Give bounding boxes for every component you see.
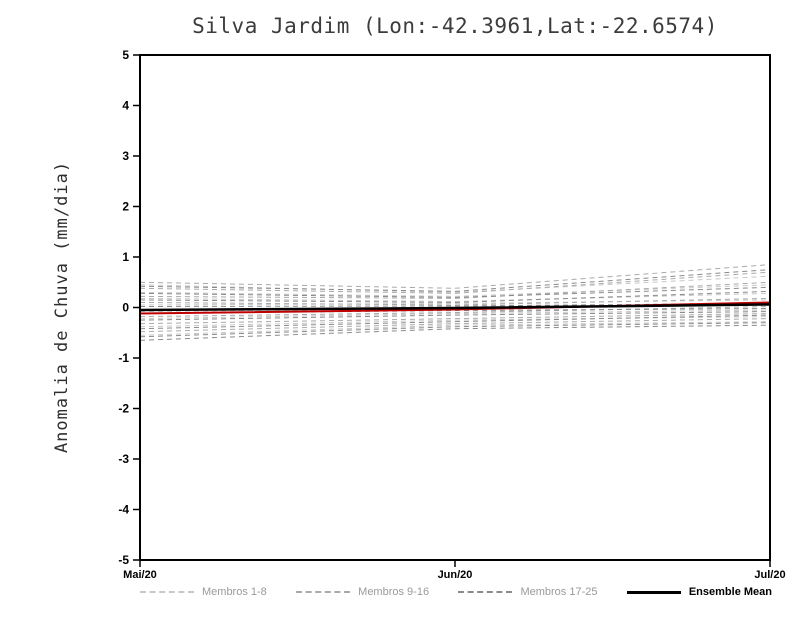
y-tick-label: 0: [122, 301, 129, 315]
legend-line-sample: [140, 591, 194, 593]
member-line: [139, 311, 771, 321]
member-line: [139, 313, 771, 325]
y-tick-label: 4: [122, 99, 129, 113]
member-line: [139, 275, 771, 293]
ensemble-mean-line: [139, 303, 771, 312]
chart-title: Silva Jardim (Lon:-42.3961,Lat:-22.6574): [192, 14, 718, 38]
legend-item-ensemble-mean: Ensemble Mean: [626, 586, 772, 598]
plot-frame: [139, 54, 771, 561]
y-tick-label: -2: [118, 402, 129, 416]
y-tick-label: 3: [122, 149, 129, 163]
member-line: [139, 321, 771, 336]
member-line: [139, 299, 771, 306]
member-line: [139, 309, 771, 320]
legend: Membros 1-8 Membros 9-16 Membros 17-25 Ense…: [140, 586, 772, 598]
x-tick-label: Jul/20: [754, 569, 785, 581]
member-line: [139, 324, 771, 341]
member-line: [139, 292, 771, 302]
member-line: [139, 281, 771, 299]
y-tick-label: 1: [122, 250, 129, 264]
y-tick-label: -4: [118, 503, 129, 517]
y-tick-label: 5: [122, 48, 129, 62]
member-line: [139, 305, 771, 318]
legend-item-membros-9-16: Membros 9-16: [296, 586, 429, 598]
member-line: [139, 284, 771, 297]
x-tick-label: Mai/20: [123, 569, 157, 581]
member-line: [139, 297, 771, 306]
legend-label: Membros 17-25: [520, 586, 598, 598]
y-tick-label: -5: [118, 553, 129, 567]
y-tick-label: 2: [122, 200, 129, 214]
legend-label: Membros 1-8: [202, 586, 267, 598]
y-tick-label: -1: [118, 351, 129, 365]
member-line: [139, 269, 771, 292]
legend-line-sample: [626, 590, 681, 594]
x-tick-label: Jun/20: [438, 569, 473, 581]
legend-line-sample: [296, 591, 351, 593]
legend-label: Ensemble Mean: [688, 586, 772, 598]
member-line: [139, 286, 771, 298]
member-line: [139, 318, 771, 333]
member-line: [139, 264, 771, 289]
legend-item-membros-17-25: Membros 17-25: [458, 586, 597, 598]
member-line: [139, 322, 771, 338]
member-line: [139, 316, 771, 328]
legend-line-sample: [458, 591, 513, 593]
legend-item-membros-1-8: Membros 1-8: [140, 586, 267, 598]
member-line: [139, 308, 771, 315]
y-tick-label: -3: [118, 452, 129, 466]
legend-label: Membros 9-16: [358, 586, 430, 598]
member-line: [139, 271, 771, 294]
member-line: [139, 290, 771, 303]
member-line: [139, 314, 771, 330]
